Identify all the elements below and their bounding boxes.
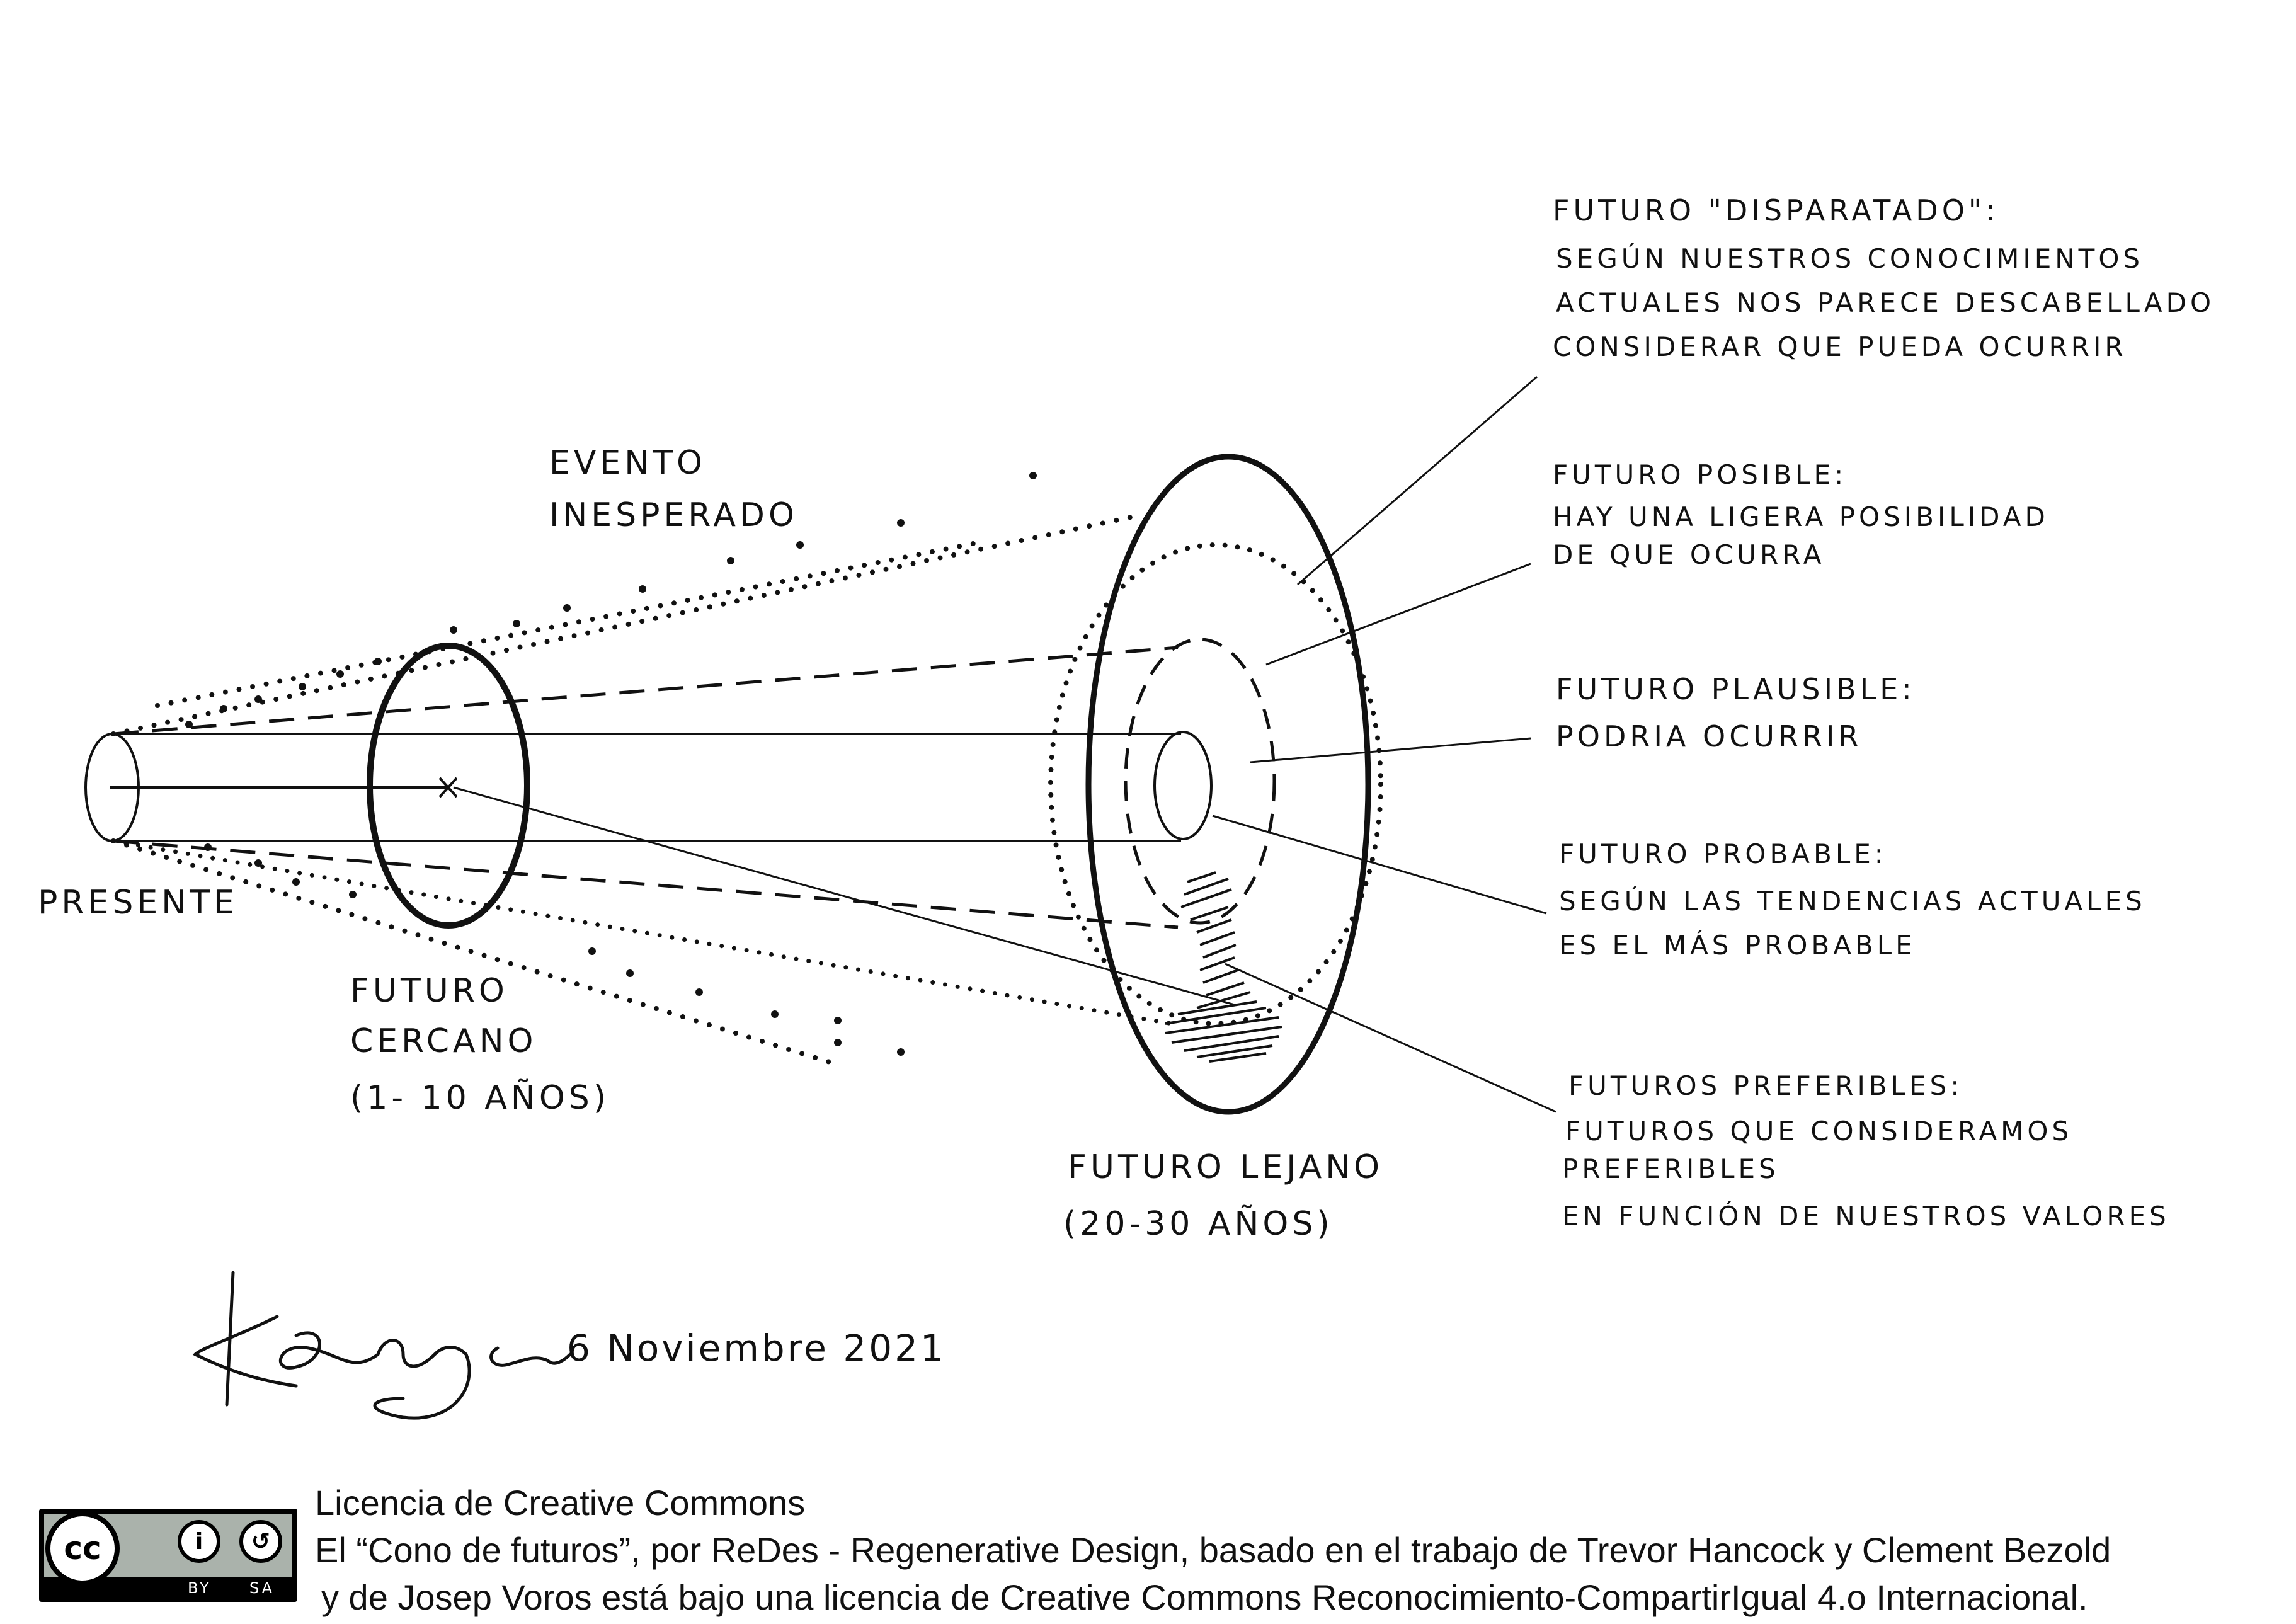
- present-ellipse: [84, 733, 140, 842]
- label-disparatado-title: FUTURO "DISPARATADO":: [1553, 193, 1999, 227]
- possible-cone-lines: [111, 838, 1174, 1026]
- label-probable-l1: SEGÚN LAS TENDENCIAS ACTUALES: [1559, 885, 2146, 917]
- label-cercano-l3: (1- 10 AÑOS): [350, 1078, 610, 1117]
- label-evento-l2: INESPERADO: [549, 496, 798, 534]
- near-future-ellipse: [367, 643, 530, 929]
- license-title[interactable]: Licencia de Creative Commons: [315, 1483, 806, 1523]
- far-future-ellipse: [1085, 454, 1371, 1115]
- plausible-cone-lines: [113, 646, 1179, 929]
- label-plausible-l1: PODRIA OCURRIR: [1556, 719, 1862, 753]
- probable-cylinder: [84, 731, 1213, 842]
- share-alike-icon: ↺: [239, 1520, 282, 1563]
- license-line-1: El “Cono de futuros”, por ReDes - Regene…: [315, 1530, 2111, 1570]
- label-lejano-l1: FUTURO LEJANO: [1068, 1148, 1383, 1186]
- plausible-ring: [1124, 638, 1276, 925]
- preferable-hatch: [1165, 871, 1282, 1063]
- label-posible-l1: HAY UNA LIGERA POSIBILIDAD: [1553, 501, 2049, 532]
- label-disparatado-l3: CONSIDERAR QUE PUEDA OCURRIR: [1553, 331, 2127, 362]
- label-preferibles-l2: PREFERIBLES: [1562, 1153, 1779, 1184]
- possible-ring: [1048, 542, 1383, 1026]
- label-disparatado-l1: SEGÚN NUESTROS CONOCIMIENTOS: [1556, 243, 2144, 274]
- label-plausible-title: FUTURO PLAUSIBLE:: [1556, 672, 1916, 706]
- license-line-2: y de Josep Voros está bajo una licencia …: [321, 1577, 2088, 1617]
- label-probable-l2: ES EL MÁS PROBABLE: [1559, 929, 1916, 961]
- label-lejano-l2: (20-30 AÑOS): [1063, 1204, 1334, 1243]
- near-future-x-mark: [438, 777, 458, 798]
- cc-by-tag: BY: [188, 1579, 212, 1597]
- attribution-icon: i: [178, 1520, 220, 1563]
- label-posible-l2: DE QUE OCURRA: [1553, 539, 1825, 570]
- label-disparatado-l2: ACTUALES NOS PARECE DESCABELLADO: [1556, 287, 2215, 318]
- cc-sa-tag: SA: [249, 1579, 275, 1597]
- label-preferibles-l3: EN FUNCIÓN DE NUESTROS VALORES: [1562, 1200, 2170, 1232]
- cc-license-badge[interactable]: cc i ↺ BY SA: [39, 1509, 297, 1602]
- scattered-dots: [185, 472, 1037, 1056]
- cc-icon: cc: [45, 1511, 120, 1586]
- label-probable-title: FUTURO PROBABLE:: [1559, 838, 1887, 869]
- leader-lines: [453, 375, 1556, 1113]
- signature-date: 6 Noviembre 2021: [567, 1327, 946, 1370]
- label-preferibles-title: FUTUROS PREFERIBLES:: [1568, 1070, 1963, 1101]
- label-preferibles-l1: FUTUROS QUE CONSIDERAMOS: [1565, 1116, 2072, 1147]
- label-presente: PRESENTE: [38, 884, 238, 922]
- label-evento-l1: EVENTO: [549, 444, 706, 482]
- label-cercano-l2: CERCANO: [350, 1022, 537, 1060]
- preposterous-cone-lines: [111, 514, 1136, 1067]
- probable-end-ellipse: [1153, 731, 1213, 840]
- label-cercano-l1: FUTURO: [350, 972, 508, 1010]
- signature: [192, 1271, 572, 1420]
- label-posible-title: FUTURO POSIBLE:: [1553, 459, 1847, 490]
